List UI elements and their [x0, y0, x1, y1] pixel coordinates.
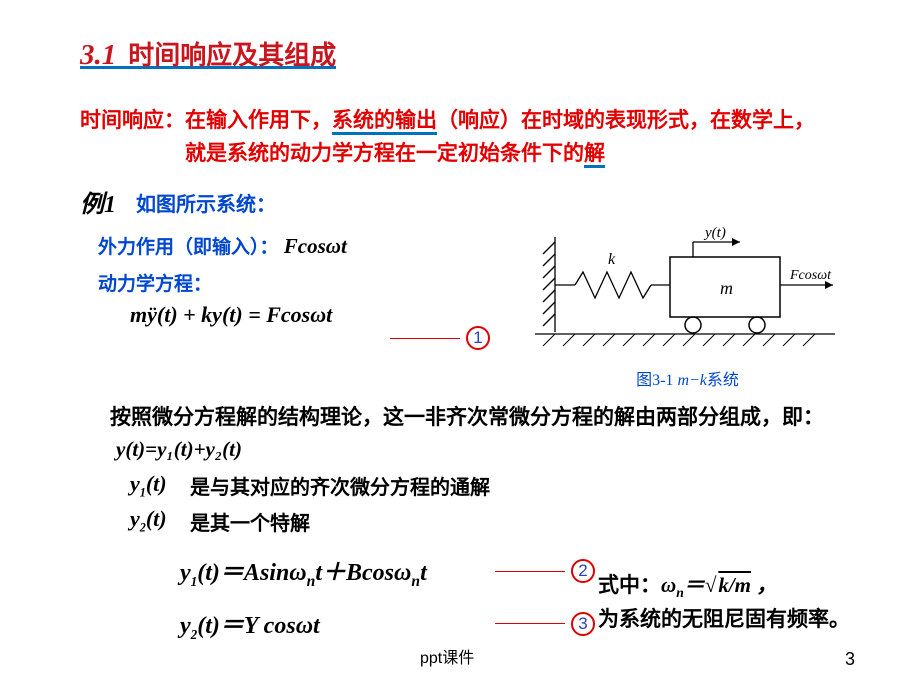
section-heading: 3.1 时间响应及其组成 [80, 35, 336, 72]
dynamics-equation: mÿ(t) + ky(t) = Fcosωt [130, 302, 501, 328]
dynamics-label: 动力学方程： [98, 269, 501, 296]
example-label: 例1 [80, 184, 116, 219]
definition-label: 时间响应： [80, 108, 185, 132]
eq1-line [390, 338, 460, 339]
f-label: Fcosωt [789, 268, 832, 283]
caption-system: m−k [677, 372, 706, 389]
theory-paragraph: 按照微分方程解的结构理论，这一非齐次常微分方程的解由两部分组成，即： y(t)=… [110, 402, 860, 465]
input-label: 外力作用（即输入）： Fcosωt [98, 232, 501, 259]
y1-row: y1(t) 是与其对应的齐次微分方程的通解 [130, 471, 860, 500]
section-number: 3.1 [80, 39, 116, 71]
ppt-label: ppt课件 [420, 644, 474, 668]
note-1a: 式中： [598, 573, 661, 597]
eq3-formula: y2(t)＝Y cosωt [180, 605, 495, 643]
slide: 3.1 时间响应及其组成 时间响应：在输入作用下，系统的输出（响应）在时域的表现… [0, 0, 920, 690]
eq3-line [495, 623, 565, 624]
y1-symbol: y1(t) [130, 471, 190, 500]
content-row: 外力作用（即输入）： Fcosωt 动力学方程： mÿ(t) + ky(t) =… [80, 222, 860, 390]
definition-underlined-1: 系统的输出 [332, 108, 437, 135]
definition-text-1c: （响应）在时域的表现形式，在数学上， [437, 108, 815, 132]
diagram-mk-system: k m [515, 222, 850, 362]
m-label: m [720, 278, 733, 298]
definition: 时间响应：在输入作用下，系统的输出（响应）在时域的表现形式，在数学上， 就是系统… [80, 104, 860, 169]
omega-note-line2: 为系统的无阻尼固有频率。 [598, 603, 878, 636]
y1-text: 是与其对应的齐次微分方程的通解 [190, 471, 490, 500]
example-row: 例1 如图所示系统： [80, 184, 860, 219]
equation-1-marker: 1 [390, 326, 501, 350]
definition-underlined-2: 解 [584, 141, 605, 168]
left-column: 外力作用（即输入）： Fcosωt 动力学方程： mÿ(t) + ky(t) =… [80, 222, 501, 390]
definition-line2: 就是系统的动力学方程在一定初始条件下的解 [80, 137, 860, 170]
input-label-text: 外力作用（即输入）： [98, 237, 279, 258]
sum-formula: y(t)=y₁(t)+y₂(t) [116, 437, 242, 461]
y2-row: y2(t) 是其一个特解 [130, 506, 860, 535]
omega-note-line1: 式中：ωn＝√k/m ， [598, 569, 878, 603]
section-title: 时间响应及其组成 [128, 40, 336, 70]
y-label: y(t) [703, 225, 726, 241]
y2-text: 是其一个特解 [190, 507, 310, 536]
diagram-svg: k m [515, 222, 850, 362]
note-1d: ， [751, 573, 777, 597]
eq1-circle: 1 [466, 326, 490, 350]
page-number: 3 [845, 649, 855, 670]
caption-prefix: 图3-1 [636, 372, 677, 389]
para1-text: 按照微分方程解的结构理论，这一非齐次常微分方程的解由两部分组成，即： [110, 405, 824, 429]
eq2-line [495, 571, 565, 572]
input-formula: Fcosωt [284, 234, 347, 258]
eq2-formula: y1(t)＝Asinωnt＋Bcosωnt [180, 552, 495, 591]
omega-note: 式中：ωn＝√k/m ， 为系统的无阻尼固有频率。 [578, 569, 878, 636]
definition-text-2a: 就是系统的动力学方程在一定初始条件下的 [185, 141, 584, 165]
definition-text-1a: 在输入作用下， [185, 108, 332, 132]
right-column: k m [515, 222, 860, 390]
caption-suffix: 系统 [707, 372, 739, 389]
note-1c: k/m [716, 573, 751, 597]
example-title: 如图所示系统： [136, 184, 276, 217]
diagram-caption: 图3-1 m−k系统 [515, 366, 860, 390]
y2-symbol: y2(t) [130, 506, 190, 535]
k-label: k [608, 251, 616, 268]
